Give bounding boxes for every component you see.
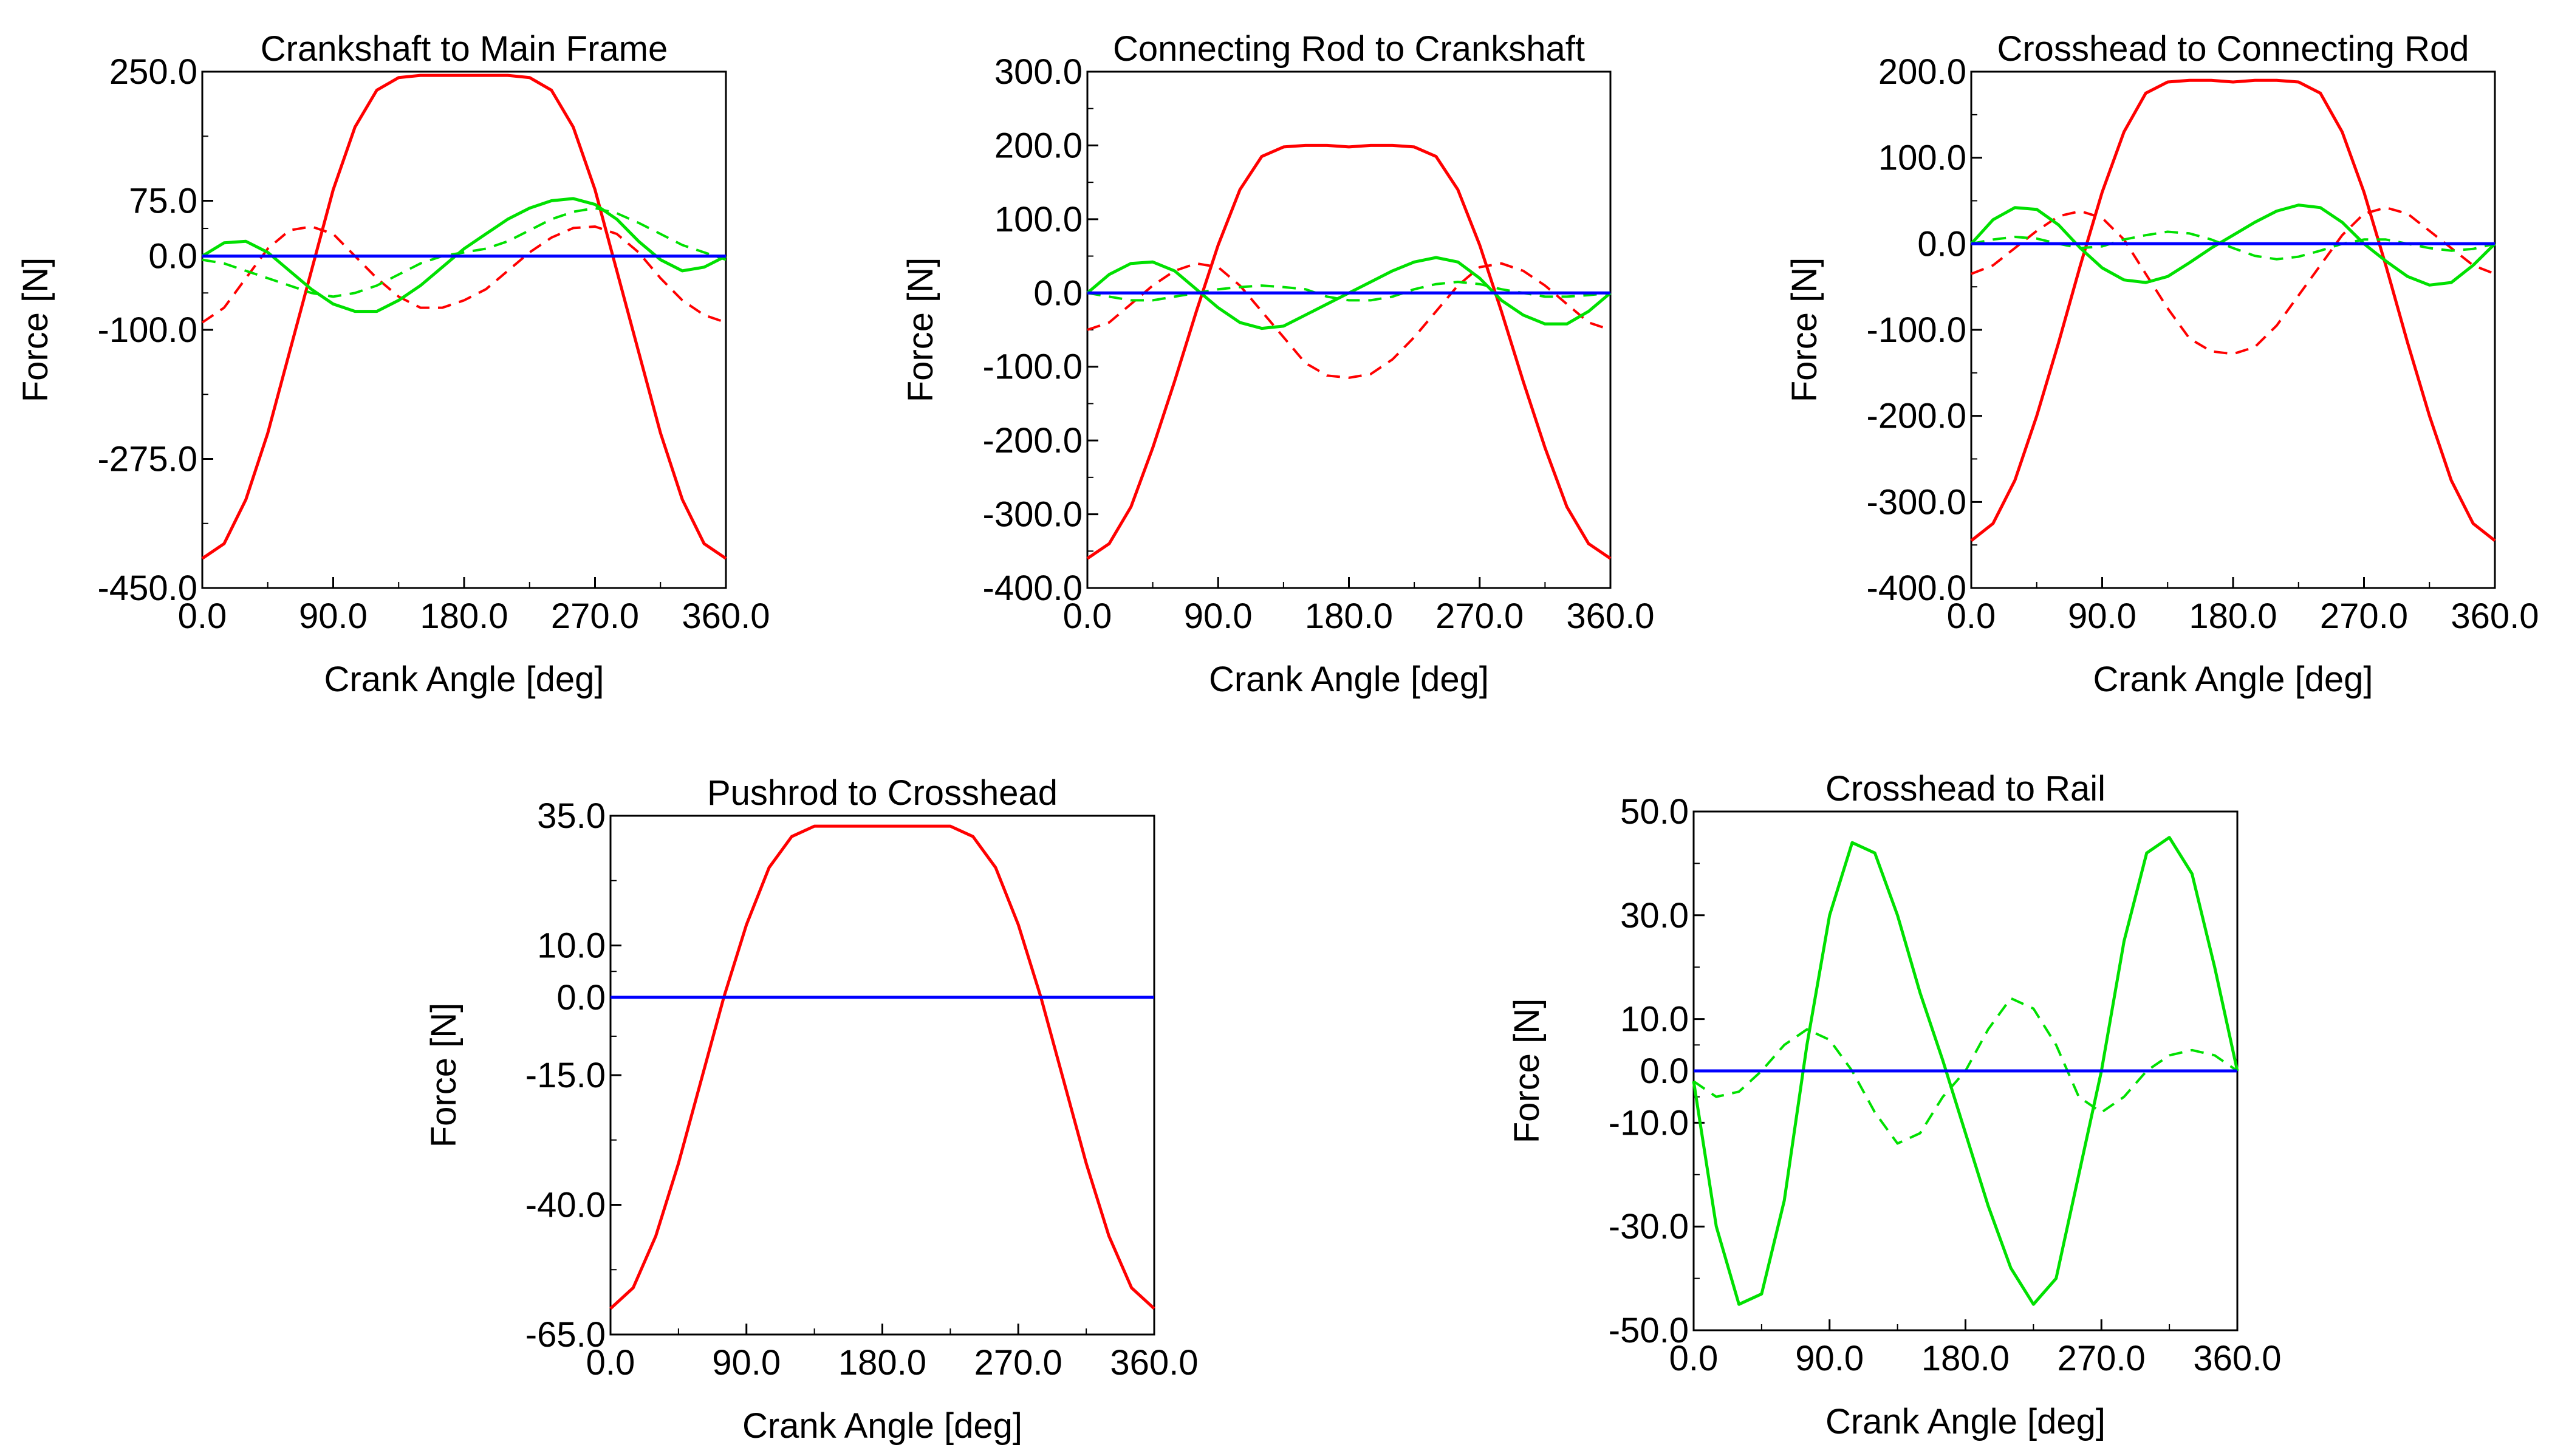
y-tick-label: 300.0: [994, 52, 1083, 92]
series-line-x-force: [1086, 143, 1612, 560]
series-line-x-force-dashed: [1087, 262, 1611, 379]
y-tick-label: 0.0: [148, 237, 197, 276]
y-tick-label: 75.0: [129, 182, 197, 221]
chart-title: Pushrod to Crosshead: [707, 773, 1058, 813]
y-tick-label: -50.0: [1609, 1311, 1689, 1350]
y-tick-label: 0.0: [1033, 273, 1083, 313]
y-tick-label: -15.0: [525, 1056, 606, 1095]
x-tick-label: 180.0: [420, 596, 508, 636]
y-tick-label: 50.0: [1620, 792, 1689, 832]
x-tick-label: 270.0: [2058, 1339, 2146, 1378]
x-tick-label: 180.0: [1921, 1339, 2010, 1378]
chart-pushrod-to-crosshead: Pushrod to Crosshead 35.0 10.0 0.0 -15.0 -40.…: [424, 773, 1199, 1446]
x-tick-label: 90.0: [712, 1343, 781, 1383]
x-tick-label: 360.0: [2451, 596, 2539, 636]
y-tick-label: 0.0: [1917, 224, 1966, 264]
x-tick-label: 360.0: [1566, 596, 1654, 636]
y-tick-label: -40.0: [525, 1186, 606, 1225]
chart-title: Crankshaft to Main Frame: [261, 29, 668, 69]
y-tick-label: -300.0: [1867, 482, 1966, 522]
x-tick-label: 270.0: [551, 596, 639, 636]
series-line-x-force: [1970, 78, 2496, 542]
x-tick-label: 0.0: [1947, 596, 1996, 636]
y-tick-label: -200.0: [983, 421, 1083, 460]
x-tick-label: 360.0: [2193, 1339, 2281, 1378]
chart-crosshead-to-rail: Crosshead to Rail 50.0 30.0 10.0 0.0 -10.0 -30…: [1507, 769, 2282, 1441]
x-tick-label: 90.0: [1795, 1339, 1864, 1378]
y-tick-label: -10.0: [1609, 1103, 1689, 1143]
x-tick-label: 270.0: [974, 1343, 1062, 1383]
y-tick-label: 0.0: [1640, 1051, 1689, 1091]
y-tick-label: -300.0: [983, 495, 1083, 535]
y-tick-label: 200.0: [994, 126, 1083, 165]
x-axis-label: Crank Angle [deg]: [324, 660, 604, 699]
x-tick-label: 0.0: [178, 596, 227, 636]
chart-title: Crosshead to Rail: [1825, 769, 2106, 808]
series-line-y-force: [1970, 203, 2496, 287]
series-line-x-force: [201, 73, 727, 560]
x-tick-label: 180.0: [2189, 596, 2277, 636]
y-tick-label: -65.0: [525, 1315, 606, 1355]
y-tick-label: 200.0: [1878, 52, 1966, 92]
y-axis-label: Force [N]: [16, 258, 55, 403]
x-tick-label: 180.0: [838, 1343, 926, 1383]
y-tick-label: -450.0: [98, 569, 197, 608]
x-axis-label: Crank Angle [deg]: [1825, 1402, 2106, 1441]
y-tick-label: 100.0: [1878, 138, 1966, 178]
y-tick-label: -400.0: [983, 569, 1083, 608]
series-line-x-force: [609, 824, 1155, 1310]
x-axis-label: Crank Angle [deg]: [1209, 660, 1489, 699]
y-tick-label: 100.0: [994, 200, 1083, 239]
x-tick-label: 270.0: [2320, 596, 2408, 636]
y-tick-label: -200.0: [1867, 397, 1966, 436]
x-tick-label: 90.0: [1184, 596, 1253, 636]
y-tick-label: 0.0: [556, 978, 606, 1017]
x-tick-label: 270.0: [1435, 596, 1524, 636]
x-tick-label: 180.0: [1305, 596, 1393, 636]
series-line-y-force: [201, 197, 727, 313]
y-tick-label: 30.0: [1620, 896, 1689, 935]
x-tick-label: 360.0: [1110, 1343, 1198, 1383]
series-line-x-force-dashed: [201, 225, 727, 324]
y-tick-label: 10.0: [537, 926, 606, 966]
y-tick-label: -30.0: [1609, 1207, 1689, 1246]
y-tick-label: -400.0: [1867, 569, 1966, 608]
y-tick-label: -100.0: [1867, 310, 1966, 350]
x-tick-label: 360.0: [682, 596, 770, 636]
y-tick-label: 250.0: [109, 52, 197, 92]
series-line-y-force: [1692, 836, 2239, 1306]
y-tick-label: 35.0: [537, 796, 606, 836]
y-axis-label: Force [N]: [1785, 258, 1824, 403]
y-tick-label: -100.0: [98, 310, 197, 350]
chart-crosshead-to-connecting-rod: Crosshead to Connecting Rod 200.0 100.0 0.0…: [1785, 29, 2539, 699]
chart-connecting-rod-to-crankshaft: Connecting Rod to Crankshaft 300.0 200.0 10…: [901, 29, 1655, 699]
chart-title: Connecting Rod to Crankshaft: [1113, 29, 1585, 69]
x-tick-label: 0.0: [1063, 596, 1112, 636]
x-tick-label: 0.0: [586, 1343, 635, 1383]
chart-title: Crosshead to Connecting Rod: [1997, 29, 2469, 69]
y-axis-label: Force [N]: [424, 1003, 464, 1148]
y-tick-label: 10.0: [1620, 1000, 1689, 1039]
y-tick-label: -100.0: [983, 347, 1083, 387]
series-line-y-force-dashed: [202, 207, 727, 298]
x-tick-label: 90.0: [299, 596, 368, 636]
y-axis-label: Force [N]: [1507, 999, 1547, 1144]
x-axis-label: Crank Angle [deg]: [742, 1406, 1022, 1446]
x-axis-label: Crank Angle [deg]: [2093, 660, 2373, 699]
y-tick-label: -275.0: [98, 440, 197, 479]
y-axis-label: Force [N]: [901, 258, 940, 403]
chart-crankshaft-to-main-frame: Crankshaft to Main Frame 250.0 75.0 0.0 -100…: [16, 29, 770, 699]
x-tick-label: 0.0: [1669, 1339, 1719, 1378]
x-tick-label: 90.0: [2068, 596, 2136, 636]
